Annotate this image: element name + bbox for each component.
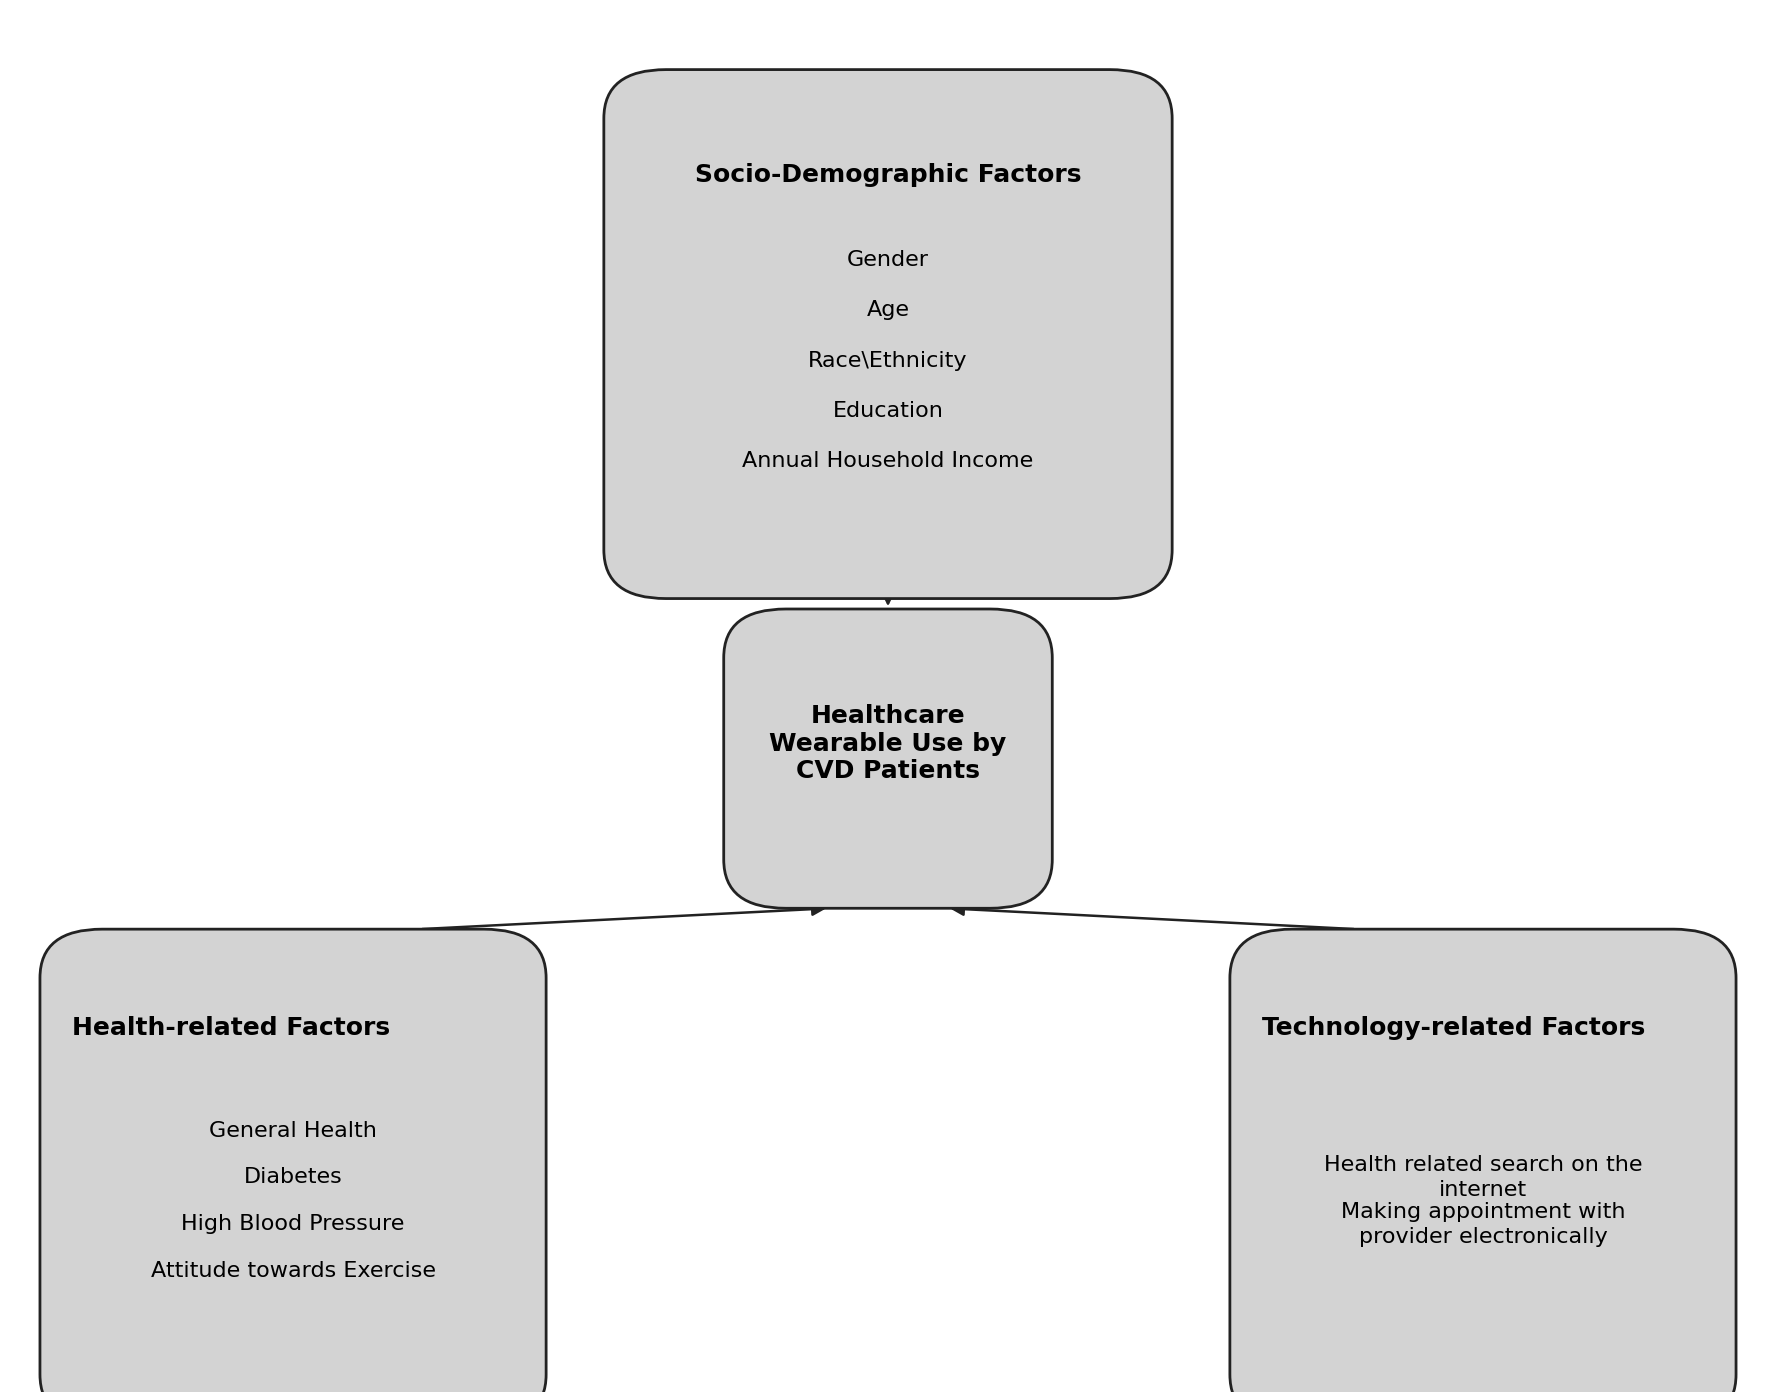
Text: Making appointment with
provider electronically: Making appointment with provider electro… bbox=[1341, 1203, 1625, 1247]
Text: Age: Age bbox=[867, 301, 909, 320]
Text: Diabetes: Diabetes bbox=[243, 1168, 343, 1187]
Text: Race\Ethnicity: Race\Ethnicity bbox=[808, 351, 968, 370]
FancyBboxPatch shape bbox=[723, 610, 1051, 908]
FancyBboxPatch shape bbox=[1229, 930, 1735, 1392]
Text: High Blood Pressure: High Blood Pressure bbox=[181, 1214, 405, 1235]
FancyBboxPatch shape bbox=[41, 930, 547, 1392]
Text: Attitude towards Exercise: Attitude towards Exercise bbox=[151, 1261, 435, 1282]
Text: Annual Household Income: Annual Household Income bbox=[742, 451, 1034, 470]
Text: Technology-related Factors: Technology-related Factors bbox=[1261, 1016, 1645, 1040]
Text: Gender: Gender bbox=[847, 251, 929, 270]
Text: Health related search on the
internet: Health related search on the internet bbox=[1323, 1155, 1643, 1200]
Text: Socio-Demographic Factors: Socio-Demographic Factors bbox=[694, 163, 1082, 188]
Text: Education: Education bbox=[833, 401, 943, 420]
Text: General Health: General Health bbox=[210, 1121, 377, 1140]
Text: Healthcare
Wearable Use by
CVD Patients: Healthcare Wearable Use by CVD Patients bbox=[769, 704, 1007, 784]
Text: Health-related Factors: Health-related Factors bbox=[73, 1016, 391, 1040]
FancyBboxPatch shape bbox=[604, 70, 1172, 599]
